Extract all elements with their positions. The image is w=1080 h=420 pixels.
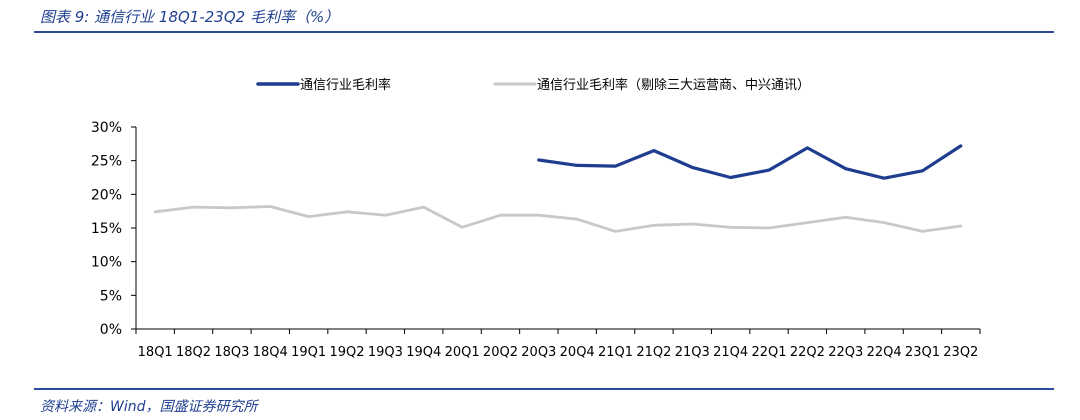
x-tick-label: 18Q3 (214, 345, 249, 360)
x-tick-label: 19Q1 (291, 345, 326, 360)
y-tick-label: 10% (91, 255, 122, 271)
x-tick-label: 20Q3 (521, 345, 556, 360)
x-tick-label: 20Q1 (445, 345, 480, 360)
y-tick-label: 25% (91, 154, 122, 170)
x-tick-label: 20Q2 (483, 345, 518, 360)
x-tick-label: 18Q2 (176, 345, 211, 360)
x-tick-label: 19Q2 (329, 345, 364, 360)
x-tick-label: 22Q1 (751, 345, 786, 360)
x-tick-label: 22Q2 (790, 345, 825, 360)
bottom-rule (34, 388, 1054, 390)
x-tick-label: 21Q4 (713, 345, 748, 360)
y-tick-label: 5% (100, 288, 122, 304)
figure-title: 图表 9: 通信行业 18Q1-23Q2 毛利率（%） (40, 8, 340, 26)
series-line-1 (537, 144, 963, 180)
top-rule (34, 31, 1054, 33)
legend-label-1: 通信行业毛利率 (300, 77, 391, 93)
y-tick-label: 20% (91, 187, 122, 203)
x-tick-label: 19Q3 (368, 345, 403, 360)
x-tick-label: 18Q1 (138, 345, 173, 360)
x-tick-label: 18Q4 (253, 345, 288, 360)
x-tick-label: 19Q4 (406, 345, 441, 360)
x-tick-label: 21Q1 (598, 345, 633, 360)
source-note: 资料来源：Wind，国盛证券研究所 (40, 399, 258, 415)
y-tick-label: 30% (91, 120, 122, 136)
x-tick-label: 22Q4 (867, 345, 902, 360)
x-tick-label: 21Q2 (636, 345, 671, 360)
y-axis: 0% 5% 10% 15% 20% 25% 30% (91, 120, 137, 338)
x-tick-label: 20Q4 (560, 345, 595, 360)
y-tick-label: 0% (100, 322, 122, 338)
x-tick-label: 21Q3 (675, 345, 710, 360)
legend-label-2: 通信行业毛利率（剔除三大运营商、中兴通讯） (537, 77, 810, 93)
series-line-2 (153, 205, 963, 233)
x-axis: 18Q1 18Q2 18Q3 18Q4 19Q1 19Q2 19Q3 19Q4 20Q1 20Q2… (135, 328, 981, 360)
legend: 通信行业毛利率 通信行业毛利率（剔除三大运营商、中兴通讯） (256, 77, 810, 93)
y-tick-label: 15% (91, 221, 122, 237)
x-tick-label: 23Q2 (943, 345, 978, 360)
line-chart: 通信行业毛利率 通信行业毛利率（剔除三大运营商、中兴通讯） 0% 5% 10% 15% 2… (91, 77, 981, 360)
series-lines (153, 144, 963, 233)
x-tick-label: 23Q1 (905, 345, 940, 360)
x-tick-label: 22Q3 (828, 345, 863, 360)
